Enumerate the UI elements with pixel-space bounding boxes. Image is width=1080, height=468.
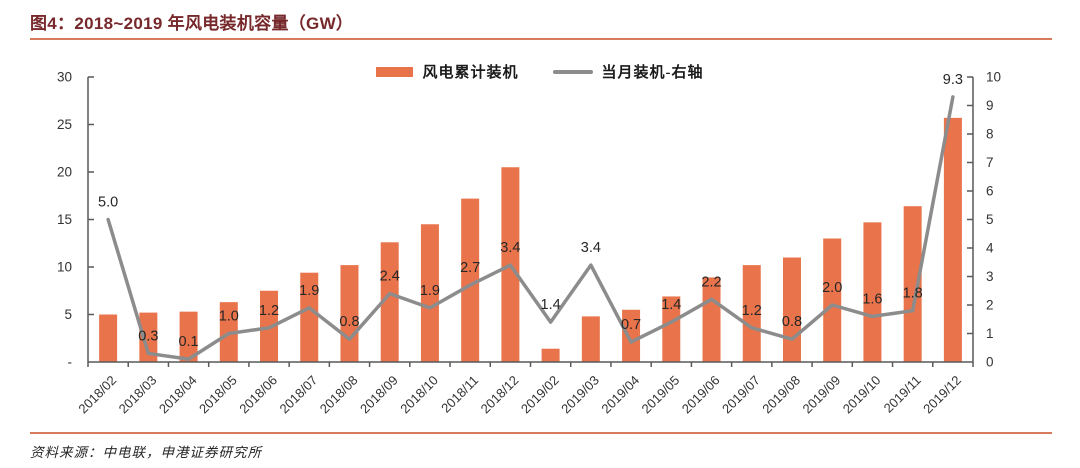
data-label-2018/06: 1.2 — [259, 303, 279, 319]
x-axis-label-2019/10: 2019/10 — [840, 373, 884, 417]
x-axis-label-2019/05: 2019/05 — [639, 373, 683, 417]
x-axis-label-2018/12: 2018/12 — [478, 373, 522, 417]
data-label-2019/04: 0.7 — [621, 317, 641, 333]
source-text: 中电联，申港证券研究所 — [102, 445, 262, 460]
title-divider — [30, 38, 1052, 40]
chart-legend: 风电累计装机 当月装机-右轴 — [0, 61, 1080, 82]
source-divider — [30, 432, 1052, 434]
x-axis-label-2019/02: 2019/02 — [518, 373, 562, 417]
data-label-2019/08: 0.8 — [782, 314, 802, 330]
data-label-2019/12: 9.3 — [943, 72, 963, 88]
y-axis-right-label: 2 — [986, 298, 994, 313]
bar-2019/07 — [742, 265, 761, 362]
bar-2019/06 — [702, 277, 721, 362]
bar-2018/11 — [461, 198, 480, 362]
x-axis-label-2019/09: 2019/09 — [799, 373, 843, 417]
x-axis-label-2018/07: 2018/07 — [277, 373, 321, 417]
data-label-2018/05: 1.0 — [219, 309, 239, 325]
x-axis-label-2019/07: 2019/07 — [719, 373, 763, 417]
y-axis-left-label: - — [68, 355, 73, 370]
bar-2019/12 — [943, 117, 962, 362]
figure-title: 图4：2018~2019 年风电装机容量（GW） — [30, 9, 353, 34]
data-label-2018/11: 2.7 — [460, 260, 480, 276]
bar-2018/03 — [139, 312, 158, 362]
bar-2018/09 — [380, 242, 399, 362]
x-axis-label-2019/04: 2019/04 — [598, 373, 642, 417]
figure-label: 图4： — [30, 14, 75, 33]
bar-2018/07 — [300, 272, 319, 362]
bar-2019/09 — [823, 238, 842, 362]
data-label-2019/06: 2.2 — [701, 274, 721, 290]
data-label-2018/03: 0.3 — [138, 328, 158, 344]
data-label-2018/10: 1.9 — [420, 283, 440, 299]
bar-2019/08 — [782, 257, 801, 362]
x-axis-label-2018/08: 2018/08 — [317, 373, 361, 417]
data-label-2019/09: 2.0 — [822, 280, 842, 296]
bar-2019/10 — [863, 222, 882, 362]
x-axis-label-2019/03: 2019/03 — [558, 373, 602, 417]
data-label-2019/07: 1.2 — [742, 303, 762, 319]
data-label-2018/12: 3.4 — [500, 240, 520, 256]
data-label-2018/04: 0.1 — [178, 334, 198, 350]
y-axis-left-label: 20 — [57, 165, 72, 180]
source-note: 资料来源：中电联，申港证券研究所 — [30, 441, 262, 461]
y-axis-right-label: 9 — [986, 98, 994, 113]
source-label: 资料来源： — [30, 445, 103, 460]
y-axis-right-label: 4 — [986, 241, 994, 256]
legend-item-bar-series: 风电累计装机 — [376, 61, 518, 82]
data-label-2019/02: 1.4 — [541, 297, 561, 313]
x-axis-label-2018/09: 2018/09 — [357, 373, 401, 417]
x-axis-label-2018/10: 2018/10 — [397, 373, 441, 417]
y-axis-right-label: 10 — [986, 70, 1001, 85]
data-label-2018/02: 5.0 — [98, 195, 118, 211]
y-axis-right-label: 7 — [986, 155, 994, 170]
y-axis-left-label: 10 — [57, 260, 72, 275]
y-axis-left-label: 5 — [64, 307, 72, 322]
x-axis-label-2019/11: 2019/11 — [881, 373, 924, 416]
data-label-2019/03: 3.4 — [581, 240, 601, 256]
legend-item-line-series: 当月装机-右轴 — [552, 61, 704, 82]
data-label-2019/10: 1.6 — [862, 291, 882, 307]
y-axis-right-label: 8 — [986, 127, 994, 142]
line-series-label: 当月装机-右轴 — [601, 65, 704, 81]
bar-2019/03 — [581, 316, 600, 362]
y-axis-right-label: 6 — [986, 184, 994, 199]
y-axis-right-label: 0 — [986, 355, 994, 370]
bar-2018/10 — [420, 224, 439, 362]
data-label-2018/08: 0.8 — [339, 314, 359, 330]
x-axis-label-2019/08: 2019/08 — [759, 373, 803, 417]
x-axis-label-2018/03: 2018/03 — [116, 373, 160, 417]
y-axis-right-label: 5 — [986, 212, 994, 227]
bar-2018/02 — [99, 314, 118, 362]
bar-2019/04 — [622, 309, 641, 362]
x-axis-label-2019/06: 2019/06 — [679, 373, 723, 417]
line-series-swatch — [552, 69, 593, 74]
y-axis-right-label: 1 — [986, 326, 994, 341]
data-label-2018/07: 1.9 — [299, 283, 319, 299]
bar-2019/05 — [662, 296, 681, 362]
x-axis-label-2018/05: 2018/05 — [196, 373, 240, 417]
x-axis-label-2018/04: 2018/04 — [156, 373, 200, 417]
x-axis-label-2019/12: 2019/12 — [920, 373, 964, 417]
y-axis-left-label: 15 — [57, 212, 72, 227]
figure-title-text: 2018~2019 年风电装机容量（GW） — [74, 14, 354, 33]
y-axis-left-label: 25 — [57, 117, 72, 132]
bar-series-swatch — [376, 66, 414, 77]
y-axis-left-label: 30 — [57, 70, 72, 85]
bar-2018/04 — [179, 311, 198, 362]
bar-2019/02 — [541, 348, 560, 362]
line-series — [106, 95, 955, 361]
y-axis-right-label: 3 — [986, 269, 994, 284]
bar-2019/11 — [903, 206, 922, 362]
bar-series-label: 风电累计装机 — [422, 65, 519, 81]
data-label-2019/11: 1.8 — [903, 286, 923, 302]
x-axis-label-2018/11: 2018/11 — [438, 373, 481, 416]
x-axis-label-2018/02: 2018/02 — [75, 373, 119, 417]
data-label-2019/05: 1.4 — [661, 297, 681, 313]
data-label-2018/09: 2.4 — [380, 269, 400, 285]
x-axis-label-2018/06: 2018/06 — [236, 373, 280, 417]
